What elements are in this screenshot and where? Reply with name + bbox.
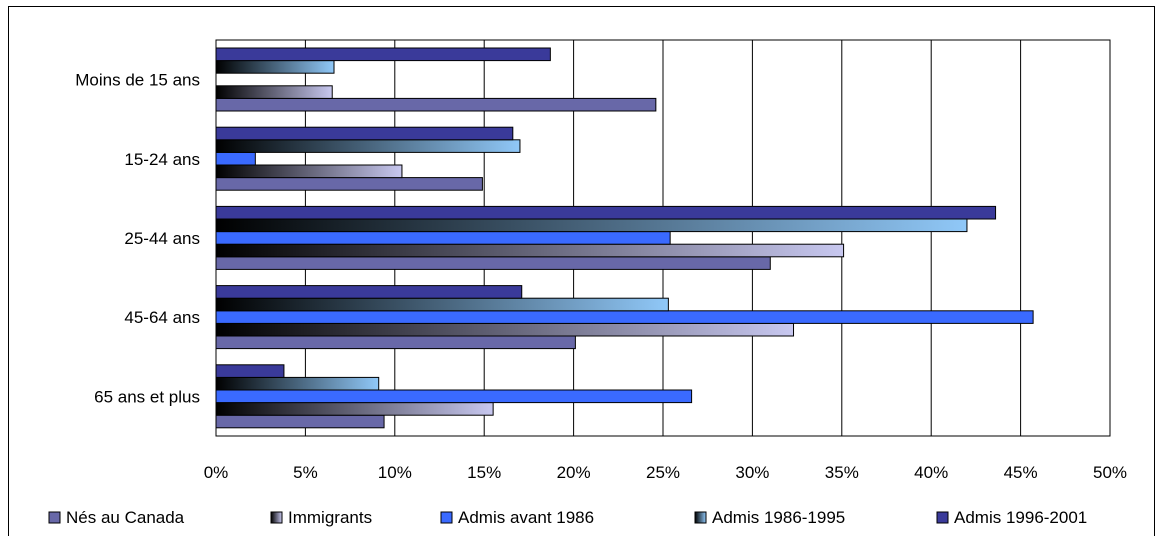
category-label: 15-24 ans: [124, 150, 200, 169]
bar: [215, 297, 669, 312]
category-label: 45-64 ans: [124, 308, 200, 327]
legend-swatch: [936, 511, 949, 524]
x-tick-label: 40%: [914, 463, 948, 482]
bar: [215, 310, 1034, 324]
x-tick-label: 30%: [735, 463, 769, 482]
x-tick-labels: 0% 5% 10% 15% 20% 25% 30% 35% 40% 45% 50%: [204, 463, 1127, 482]
x-tick-label: 50%: [1093, 463, 1127, 482]
legend-item: Admis avant 1986: [440, 508, 594, 527]
bar: [215, 60, 335, 74]
chart-frame: [8, 6, 1155, 536]
legend-item: Nés au Canada: [48, 508, 185, 527]
x-tick-label: 15%: [467, 463, 501, 482]
bar: [215, 151, 256, 166]
category-labels: Moins de 15 ans 15-24 ans 25-44 ans 45-64 a…: [75, 71, 200, 407]
legend-swatch: [270, 511, 283, 524]
legend-swatch: [440, 511, 453, 524]
bar: [215, 322, 795, 337]
bar: [215, 205, 997, 220]
bar: [215, 376, 380, 391]
legend-item: Immigrants: [270, 508, 372, 527]
legend-label: Admis 1986-1995: [712, 508, 845, 527]
bar: [215, 256, 771, 270]
legend-label: Immigrants: [288, 508, 372, 527]
x-tick-label: 25%: [646, 463, 680, 482]
legend-label: Admis 1996-2001: [954, 508, 1087, 527]
bar: [215, 85, 333, 99]
legend-swatch: [694, 511, 707, 524]
legend-label: Nés au Canada: [66, 508, 185, 527]
bar: [215, 243, 845, 258]
bar: [215, 126, 514, 141]
category-label: 25-44 ans: [124, 229, 200, 248]
x-tick-label: 5%: [293, 463, 318, 482]
bar: [215, 218, 968, 233]
category-label: Moins de 15 ans: [75, 71, 200, 90]
bars-group: [215, 47, 1034, 429]
x-tick-label: 0%: [204, 463, 229, 482]
bar: [215, 47, 551, 62]
x-tick-label: 35%: [825, 463, 859, 482]
bar: [215, 231, 671, 245]
bar: [215, 97, 657, 112]
x-tick-label: 20%: [557, 463, 591, 482]
category-label: 65 ans et plus: [94, 387, 200, 406]
x-tick-label: 45%: [1004, 463, 1038, 482]
legend-item: Admis 1996-2001: [936, 508, 1087, 527]
bar: [215, 164, 403, 179]
bar: [215, 402, 494, 416]
x-tick-label: 10%: [378, 463, 412, 482]
bar: [215, 335, 576, 350]
legend: Nés au Canada Immigrants Admis avant 1986 A…: [48, 508, 1087, 527]
bar: [215, 414, 385, 429]
bar: [215, 285, 523, 299]
bar: [215, 389, 693, 404]
bar: [215, 177, 483, 191]
legend-item: Admis 1986-1995: [694, 508, 845, 527]
bar: [215, 364, 285, 378]
legend-swatch: [48, 511, 61, 524]
bar: [215, 139, 521, 153]
legend-label: Admis avant 1986: [458, 508, 594, 527]
